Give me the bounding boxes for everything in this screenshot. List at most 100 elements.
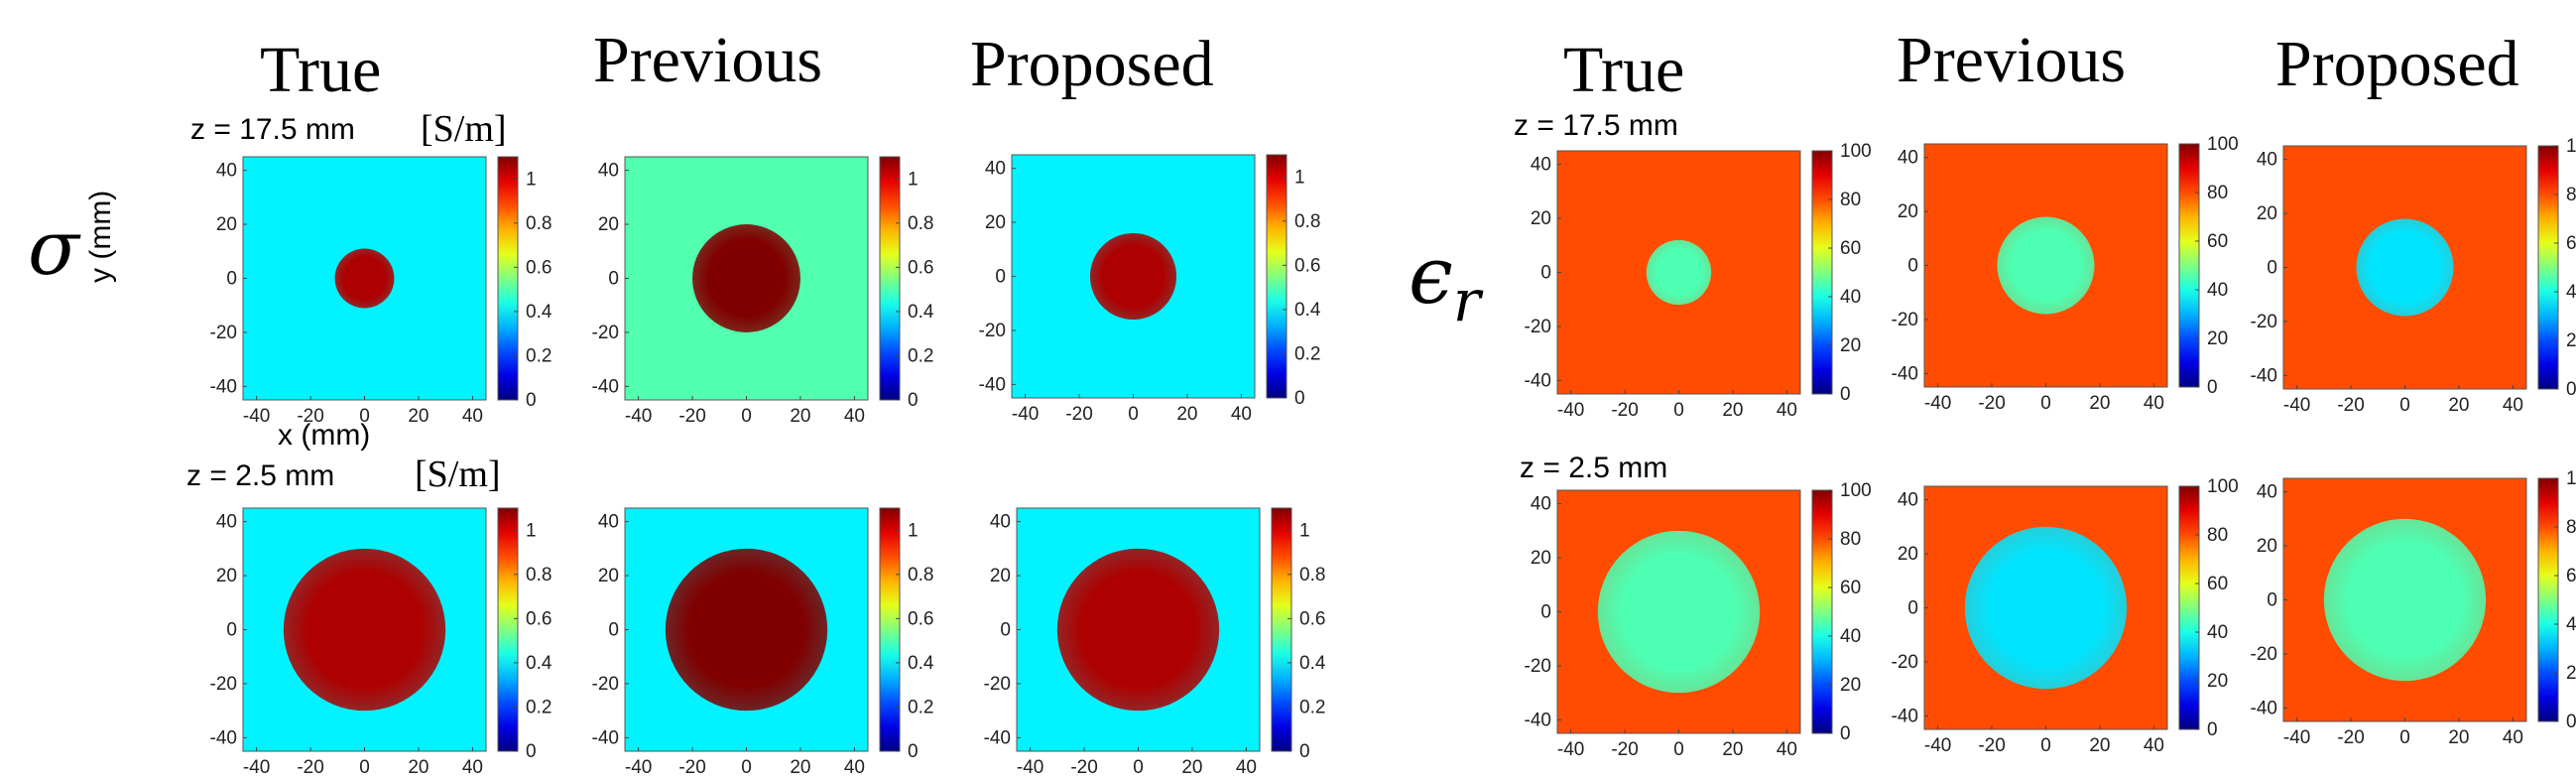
colorbar-tick-label: 100 xyxy=(2207,476,2239,497)
x-tick-label: -20 xyxy=(2337,395,2364,416)
x-tick-label: 20 xyxy=(790,406,810,427)
x-tick-label: 20 xyxy=(2089,735,2110,756)
colorbar-tick-label: 0.8 xyxy=(908,213,933,234)
x-tick-label: 0 xyxy=(1673,739,1684,760)
y-tick-label: 0 xyxy=(1000,620,1011,641)
y-tick-label: 0 xyxy=(608,620,619,641)
colorbar-tick-label: 0.8 xyxy=(908,565,933,585)
heatmap-inclusion xyxy=(2323,518,2487,682)
colorbar xyxy=(1811,489,1833,734)
y-tick-label: 40 xyxy=(216,161,237,182)
x-tick-label: -20 xyxy=(678,406,705,427)
x-tick-label: 0 xyxy=(1128,404,1139,425)
x-tick-label: -20 xyxy=(297,757,323,778)
x-tick-label: 0 xyxy=(359,757,370,778)
y-tick-label: 20 xyxy=(1531,548,1551,569)
x-tick-label: 0 xyxy=(2040,393,2051,414)
x-tick-label: 20 xyxy=(790,757,810,778)
colorbar-tick-label: 0.4 xyxy=(1294,300,1321,321)
heatmap-inclusion xyxy=(692,224,800,332)
x-tick-label: 20 xyxy=(2448,727,2469,748)
y-tick-label: 20 xyxy=(2257,536,2277,557)
epsilon-z-label-top: z = 17.5 mm xyxy=(1514,109,1678,142)
x-tick-label: -40 xyxy=(243,406,270,427)
colorbar-tick-label: 40 xyxy=(2207,622,2228,643)
y-tick-label: 40 xyxy=(1898,490,1918,511)
colorbar-tick-label: 20 xyxy=(2207,328,2228,349)
colorbar-tick-label: 80 xyxy=(2207,525,2228,546)
colorbar-tick-label: 0 xyxy=(526,390,537,411)
colorbar-tick-label: 1 xyxy=(526,520,537,541)
heatmap-inclusion xyxy=(1597,530,1761,694)
colorbar-tick-label: 0 xyxy=(526,741,537,762)
colorbar-tick-label: 40 xyxy=(1840,626,1861,647)
y-tick-label: 0 xyxy=(1540,263,1551,284)
x-axis-label: x (mm) xyxy=(278,419,371,452)
colorbar xyxy=(1266,154,1288,399)
x-tick-label: -20 xyxy=(1611,400,1638,421)
heatmap-svg: -40 -20 0 20 40 40 20 0 -20 -40 0 20 40 60 80 100 xyxy=(1525,141,1872,421)
y-tick-label: 20 xyxy=(1898,544,1918,565)
x-tick-label: 40 xyxy=(1231,404,1252,425)
x-tick-label: -40 xyxy=(1012,404,1039,425)
y-tick-label: 40 xyxy=(2257,150,2277,171)
y-tick-label: -40 xyxy=(1525,710,1551,730)
x-tick-label: 0 xyxy=(2399,395,2410,416)
colorbar-tick-label: 100 xyxy=(2207,134,2239,155)
sigma-z-label-bottom: z = 2.5 mm xyxy=(186,459,335,492)
x-tick-label: 40 xyxy=(1236,757,1257,778)
x-tick-label: 0 xyxy=(741,757,752,778)
colorbar-tick-label: 20 xyxy=(1840,675,1861,696)
colorbar-tick-label: 0.2 xyxy=(908,697,933,717)
x-tick-label: 20 xyxy=(408,406,429,427)
x-tick-label: 0 xyxy=(741,406,752,427)
colorbar-tick-label: 0.8 xyxy=(1299,565,1325,585)
x-tick-label: 20 xyxy=(1181,757,1202,778)
y-tick-label: -20 xyxy=(2251,644,2277,665)
colorbar-tick-label: 60 xyxy=(1840,238,1861,259)
sigma-z-label-top: z = 17.5 mm xyxy=(190,113,355,146)
heatmap-inclusion xyxy=(283,548,446,712)
colorbar-tick-label: 40 xyxy=(2566,614,2576,635)
heatmap-inclusion xyxy=(665,548,828,712)
x-tick-label: -40 xyxy=(1924,735,1951,756)
colorbar-tick-label: 0.6 xyxy=(1294,255,1320,276)
y-tick-label: 40 xyxy=(985,159,1006,180)
colorbar-tick-label: 100 xyxy=(2566,136,2576,157)
heatmap-inclusion xyxy=(1997,216,2095,315)
colorbar-tick-label: 80 xyxy=(2566,185,2576,205)
y-tick-label: -20 xyxy=(1525,656,1551,677)
y-tick-label: 20 xyxy=(990,566,1011,586)
y-tick-label: 0 xyxy=(226,620,237,641)
y-tick-label: -20 xyxy=(1892,652,1918,673)
colorbar-tick-label: 60 xyxy=(2566,566,2576,586)
colorbar-tick-label: 0 xyxy=(908,390,919,411)
colorbar-tick-label: 60 xyxy=(2207,231,2228,252)
colorbar-tick-label: 1 xyxy=(1294,167,1305,188)
colorbar-tick-label: 0.6 xyxy=(908,257,933,278)
x-tick-label: -20 xyxy=(1978,735,2005,756)
epsilon-title-previous: Previous xyxy=(1897,24,2126,96)
colorbar-tick-label: 80 xyxy=(2207,183,2228,203)
y-tick-label: 40 xyxy=(990,512,1011,533)
y-tick-label: 0 xyxy=(2267,258,2277,279)
x-tick-label: 20 xyxy=(1176,404,1197,425)
x-tick-label: -20 xyxy=(678,757,705,778)
y-tick-label: 0 xyxy=(608,269,619,290)
epsilon-symbol-main: ϵ xyxy=(1409,229,1453,322)
y-tick-label: -40 xyxy=(979,374,1006,395)
x-tick-label: -20 xyxy=(1611,739,1638,760)
epsilon-title-proposed: Proposed xyxy=(2275,28,2519,100)
colorbar-tick-label: 0.4 xyxy=(908,302,934,323)
heatmap-svg: -40 -20 0 20 40 40 20 0 -20 -40 0 20 40 60 80 100 xyxy=(1525,480,1872,760)
y-tick-label: -20 xyxy=(984,674,1011,695)
x-tick-label: 40 xyxy=(844,406,865,427)
x-tick-label: 40 xyxy=(1777,400,1797,421)
y-tick-label: -40 xyxy=(1892,706,1918,726)
colorbar-tick-label: 0 xyxy=(2207,377,2218,398)
y-tick-label: 20 xyxy=(1898,201,1918,222)
heatmap-inclusion xyxy=(1964,526,2128,690)
colorbar-tick-label: 0 xyxy=(908,741,919,762)
y-tick-label: 40 xyxy=(1531,494,1551,515)
colorbar xyxy=(2178,143,2200,388)
